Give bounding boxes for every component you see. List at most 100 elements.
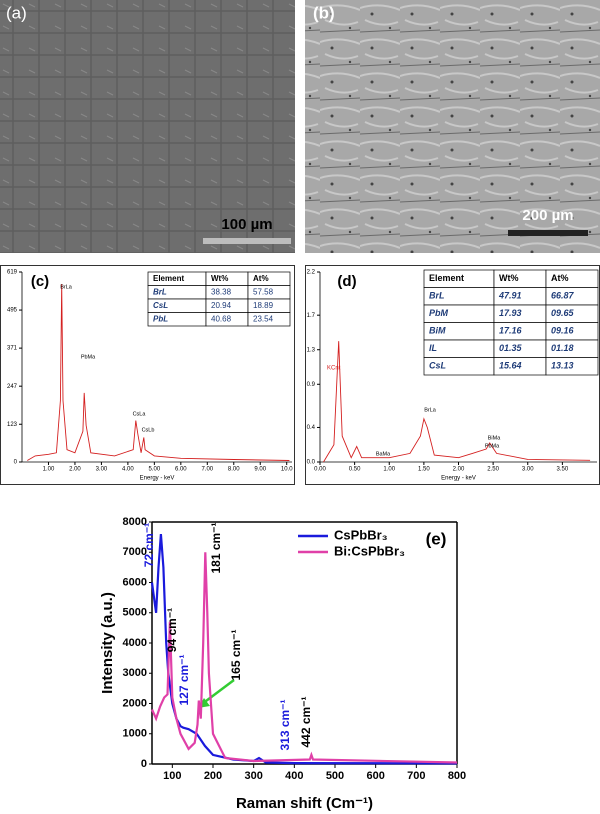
- table-text: BiM: [429, 326, 446, 336]
- y-tick-label: 5000: [123, 607, 147, 619]
- y-tick-label: 7000: [123, 546, 147, 558]
- x-tick-label: 700: [407, 770, 425, 782]
- peak-label: BiMa: [488, 435, 501, 441]
- peak-label: BaMa: [376, 451, 391, 457]
- table-header: Wt%: [211, 274, 228, 283]
- table-text: 13.13: [551, 361, 574, 371]
- table-cell: [545, 357, 599, 376]
- x-tick-label: 3.00: [96, 467, 108, 473]
- table-header: At%: [253, 274, 269, 283]
- table-text: IL: [429, 343, 437, 353]
- peak-label: BrLa: [60, 284, 73, 290]
- x-tick-label: 500: [326, 770, 344, 782]
- x-tick-label: 3.00: [522, 467, 534, 473]
- y-tick-label: 123: [7, 422, 18, 428]
- y-tick-label: 4000: [123, 637, 147, 649]
- panel-label: (d): [337, 273, 356, 290]
- table-text: CsL: [153, 301, 168, 310]
- annotation: 127 cm⁻¹: [177, 654, 191, 705]
- table-text: 47.91: [498, 291, 522, 301]
- x-tick-label: 4.00: [122, 467, 134, 473]
- x-tick-label: 6.00: [175, 467, 187, 473]
- table-text: 23.54: [253, 314, 274, 323]
- y-tick-label: 6000: [123, 576, 147, 588]
- table-header: Element: [429, 273, 464, 283]
- table-text: 17.93: [499, 308, 522, 318]
- x-tick-label: 8.00: [228, 467, 240, 473]
- y-tick-label: 2000: [123, 697, 147, 709]
- arrow: [201, 679, 235, 705]
- peak-label: BrLa: [424, 407, 437, 413]
- table-text: 18.89: [253, 301, 274, 310]
- x-axis-label: Energy - keV: [140, 476, 175, 482]
- y-tick-label: 247: [7, 384, 18, 390]
- annotation: 72 cm⁻¹: [142, 523, 156, 567]
- table-header: At%: [551, 273, 569, 283]
- table-text: BrL: [153, 287, 167, 296]
- y-tick-label: 371: [7, 346, 18, 352]
- table-header: Wt%: [499, 273, 519, 283]
- table-text: 38.38: [211, 287, 232, 296]
- y-tick-label: 0: [141, 758, 147, 770]
- y-tick-label: 1.3: [307, 347, 316, 353]
- legend-label: CsPbBr₃: [334, 527, 388, 542]
- x-tick-label: 400: [285, 770, 303, 782]
- table-text: 57.58: [253, 287, 274, 296]
- y-tick-label: 0: [14, 460, 18, 466]
- spectrum-line: [150, 534, 458, 765]
- scale-label: 200 µm: [522, 207, 573, 224]
- y-tick-label: 495: [7, 308, 18, 314]
- x-tick-label: 5.00: [149, 467, 161, 473]
- peak-label: CsLb: [142, 427, 155, 433]
- y-tick-label: 1000: [123, 728, 147, 740]
- x-tick-label: 600: [366, 770, 384, 782]
- x-tick-label: 3.50: [557, 467, 569, 473]
- table-text: 01.35: [499, 343, 523, 353]
- table-cell: [247, 312, 291, 327]
- x-tick-label: 2.00: [69, 467, 81, 473]
- x-tick-label: 10.0: [281, 467, 293, 473]
- x-tick-label: 100: [163, 770, 181, 782]
- table-text: PbM: [429, 308, 449, 318]
- y-tick-label: 0.9: [307, 382, 316, 388]
- x-tick-label: 9.00: [254, 467, 266, 473]
- annotation: 94 cm⁻¹: [165, 608, 179, 652]
- table-text: 09.16: [551, 326, 575, 336]
- legend-label: Bi:CsPbBr₃: [334, 543, 405, 558]
- table-text: 40.68: [211, 314, 232, 323]
- annotation: 181 cm⁻¹: [209, 522, 223, 573]
- y-tick-label: 2.2: [307, 270, 316, 276]
- annotation: 442 cm⁻¹: [299, 696, 313, 747]
- table-text: 66.87: [551, 291, 575, 301]
- spectrum-line: [150, 552, 458, 764]
- x-tick-label: 1.50: [418, 467, 430, 473]
- table-header: Element: [153, 274, 184, 283]
- peak-label: PbMa: [81, 354, 96, 360]
- x-axis-label: Energy - keV: [441, 476, 476, 482]
- x-tick-label: 2.00: [453, 467, 465, 473]
- x-tick-label: 1.00: [43, 467, 55, 473]
- panel-label: (b): [313, 3, 335, 22]
- x-tick-label: 2.50: [487, 467, 499, 473]
- table-text: 20.94: [211, 301, 232, 310]
- x-axis-label: Raman shift (Cm⁻¹): [236, 795, 373, 812]
- y-tick-label: 0.0: [307, 460, 316, 466]
- x-tick-label: 0.50: [349, 467, 361, 473]
- table-text: 09.65: [551, 308, 575, 318]
- scale-label: 100 µm: [221, 216, 272, 233]
- y-tick-label: 3000: [123, 667, 147, 679]
- y-tick-label: 0.4: [307, 425, 316, 431]
- x-tick-label: 1.00: [383, 467, 395, 473]
- panel-frame: [0, 265, 295, 485]
- peak-label: CsLa: [133, 411, 147, 417]
- y-tick-label: 1.7: [307, 313, 316, 319]
- y-axis-label: Intensity (a.u.): [99, 592, 116, 694]
- peak-label: PbMa: [485, 443, 500, 449]
- x-tick-label: 200: [204, 770, 222, 782]
- x-tick-label: 0.00: [314, 467, 326, 473]
- panel-label: (c): [31, 273, 49, 290]
- y-axis-label: KCnt: [327, 366, 341, 372]
- annotation: 165 cm⁻¹: [229, 629, 243, 680]
